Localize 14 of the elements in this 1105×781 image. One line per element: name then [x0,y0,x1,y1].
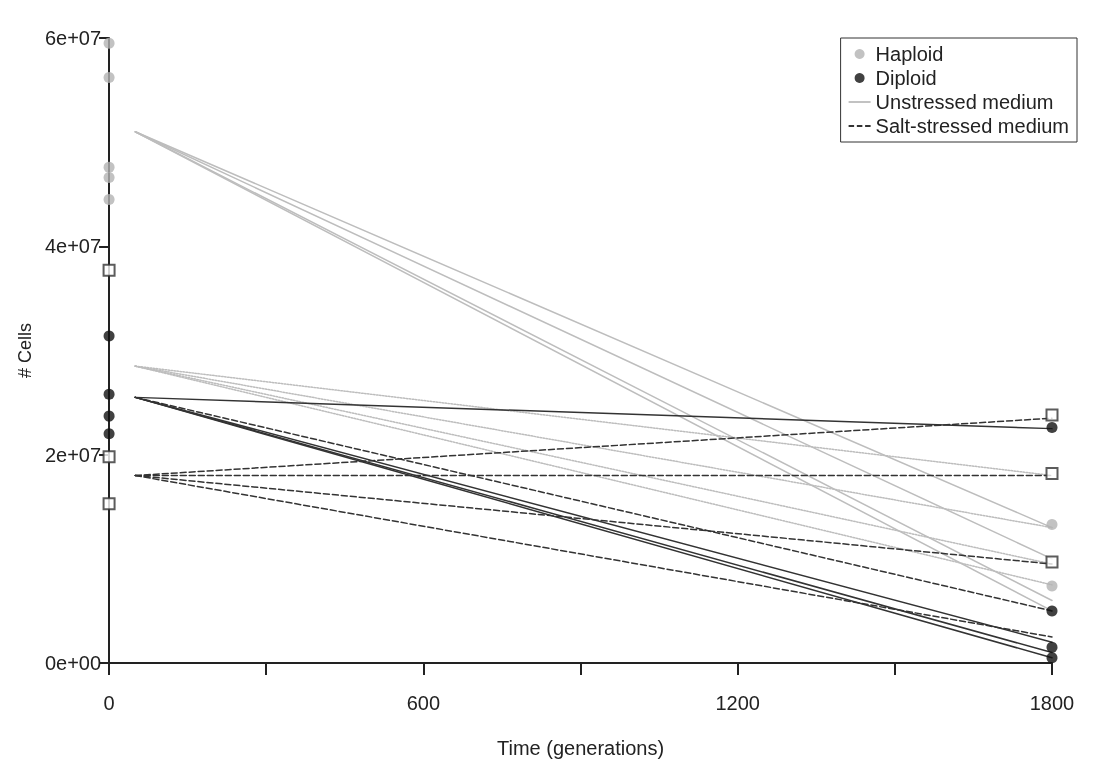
x-tick-label: 600 [406,692,441,714]
y-tick-label: 6e+07 [44,27,102,49]
x-tick-label: 1200 [715,692,760,714]
x-tick-label: 0 [103,692,115,714]
legend-label: Diploid [875,67,937,89]
x-axis-title: Time (generations) [496,737,665,759]
x-tick-label: 1800 [1029,692,1075,714]
y-tick-label: 2e+07 [44,443,102,466]
y-tick-label: 4e+07 [44,235,102,258]
legend-label: Salt-stressed medium [875,115,1070,137]
y-tick-label: 0e+00 [44,652,102,674]
y-axis-title: # Cells [15,322,35,379]
legend-label: Unstressed medium [875,91,1054,113]
legend-label: Haploid [875,43,944,65]
